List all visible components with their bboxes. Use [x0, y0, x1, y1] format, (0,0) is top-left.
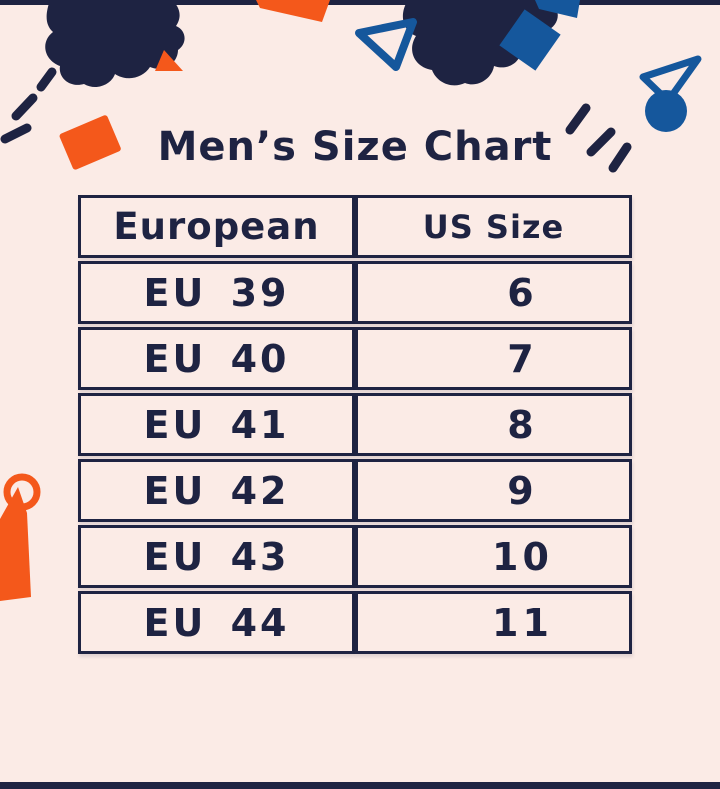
size-table: European US Size EU 39 6 EU 40 7 EU 41 8… — [78, 192, 632, 657]
column-header-european: European — [78, 195, 355, 258]
bottom-border-strip — [0, 782, 720, 789]
us-size-cell: 8 — [355, 393, 632, 456]
column-header-us-size: US Size — [355, 195, 632, 258]
eu-size-cell: EU 39 — [78, 261, 355, 324]
us-size-cell: 11 — [355, 591, 632, 654]
orange-trapezoid-icon — [256, 0, 330, 22]
orange-flag-icon — [0, 473, 41, 601]
blue-square-icon — [499, 9, 561, 71]
eu-size-cell: EU 43 — [78, 525, 355, 588]
eu-size-cell: EU 42 — [78, 459, 355, 522]
eu-size-cell: EU 41 — [78, 393, 355, 456]
orange-triangle-icon — [155, 50, 183, 71]
table-row: EU 42 9 — [78, 459, 632, 522]
eu-size-cell: EU 40 — [78, 327, 355, 390]
blue-triangle-outline-icon — [355, 18, 417, 71]
table-row: EU 44 11 — [78, 591, 632, 654]
table-row: EU 39 6 — [78, 261, 632, 324]
page-title: Men’s Size Chart — [157, 124, 553, 170]
table-row: EU 43 10 — [78, 525, 632, 588]
us-size-cell: 6 — [355, 261, 632, 324]
us-size-cell: 10 — [355, 525, 632, 588]
table-row: EU 41 8 — [78, 393, 632, 456]
us-size-cell: 7 — [355, 327, 632, 390]
us-size-cell: 9 — [355, 459, 632, 522]
medal-icon — [639, 55, 702, 132]
table-header-row: European US Size — [78, 195, 632, 258]
table-row: EU 40 7 — [78, 327, 632, 390]
orange-peek-icon — [68, 0, 104, 11]
top-border-strip — [0, 0, 720, 5]
eu-size-cell: EU 44 — [78, 591, 355, 654]
navy-blob-top-left-icon — [45, 0, 185, 88]
sunburst-rays-left-icon — [0, 67, 57, 144]
blue-parallelogram-icon — [535, 0, 580, 18]
navy-blob-top-center-icon — [402, 0, 558, 86]
